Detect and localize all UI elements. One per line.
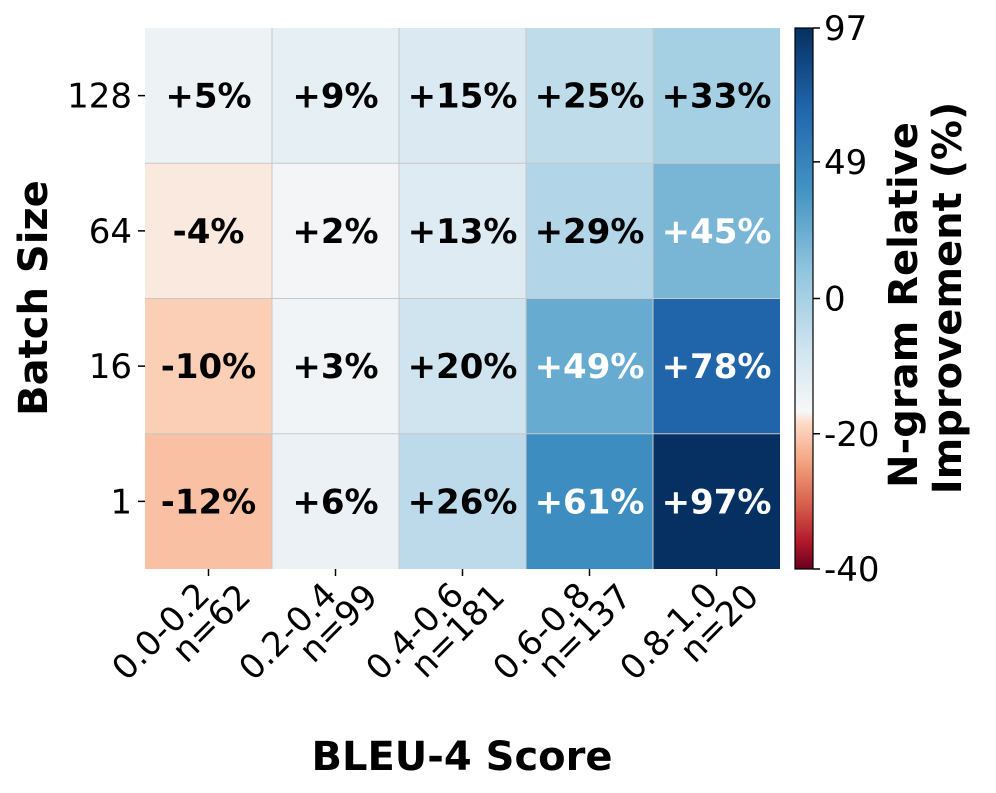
cell-value-label: +78% <box>662 347 772 387</box>
cell-value-label: +20% <box>408 347 518 387</box>
x-tick-label: 0.0-0.2n=62 <box>104 575 258 688</box>
cell-value-label: +6% <box>292 482 378 522</box>
colorbar-tick-label: 49 <box>824 143 867 183</box>
cell-value-label: +49% <box>535 347 645 387</box>
x-axis-title: BLEU-4 Score <box>312 734 613 780</box>
y-tick-label: 1 <box>110 482 132 522</box>
colorbar-tick-label: 97 <box>824 9 867 49</box>
heatmap-cell-1-1 <box>272 433 399 569</box>
y-axis-ticks: 128 64 16 1 <box>67 77 145 522</box>
y-axis-title: Batch Size <box>11 180 57 416</box>
heatmap-cell-16-2 <box>399 298 526 434</box>
heatmap-cell-64-2 <box>399 163 526 299</box>
x-tick-label: 0.6-0.8n=137 <box>485 575 639 688</box>
cell-value-label: -4% <box>173 212 245 252</box>
colorbar-label-line-1: N-gram Relative <box>881 122 927 488</box>
colorbar: 97 49 0 -20 -40 N-gram Relative Improvement … <box>794 9 971 590</box>
x-tick-label: 0.8-1.0n=20 <box>612 575 766 688</box>
heatmap-cell-64-3 <box>526 163 653 299</box>
colorbar-tick-label: 0 <box>824 280 846 320</box>
heatmap-cell-64-0 <box>145 163 272 299</box>
heatmap-cell-1-2 <box>399 433 526 569</box>
y-tick-label: 16 <box>89 347 132 387</box>
colorbar-label: N-gram Relative Improvement (%) <box>881 102 971 495</box>
colorbar-label-line-2: Improvement (%) <box>925 102 971 495</box>
heatmap-cell-128-1 <box>272 28 399 164</box>
x-tick-label: 0.4-0.6n=181 <box>358 575 512 688</box>
heatmap-grid <box>145 28 780 569</box>
cell-value-label: +9% <box>292 77 378 117</box>
cell-value-label: -12% <box>161 482 257 522</box>
heatmap-cell-128-4 <box>653 28 780 164</box>
colorbar-ticks: 97 49 0 -20 -40 <box>813 9 880 590</box>
heatmap-cell-64-4 <box>653 163 780 299</box>
x-tick-label: 0.2-0.4n=99 <box>231 575 385 688</box>
heatmap-cell-128-0 <box>145 28 272 164</box>
cell-value-label: -10% <box>161 347 257 387</box>
colorbar-tick-label: -20 <box>824 415 880 455</box>
heatmap-cell-16-1 <box>272 298 399 434</box>
cell-value-labels: +5% +9% +15% +25% +33% -4% +2% +13% +29% +45% -10%… <box>161 77 772 523</box>
cell-value-label: +25% <box>535 77 645 117</box>
heatmap-cell-1-0 <box>145 433 272 569</box>
heatmap-cells <box>145 28 780 569</box>
heatmap-cell-64-1 <box>272 163 399 299</box>
colorbar-gradient <box>794 27 814 570</box>
cell-value-label: +33% <box>662 77 772 117</box>
heatmap-cell-16-4 <box>653 298 780 434</box>
y-tick-label: 64 <box>89 212 132 252</box>
cell-value-label: +13% <box>408 212 518 252</box>
cell-value-label: +61% <box>535 482 645 522</box>
cell-value-label: +2% <box>292 212 378 252</box>
heatmap-cell-1-3 <box>526 433 653 569</box>
colorbar-tick-label: -40 <box>824 550 880 590</box>
cell-value-label: +5% <box>165 77 251 117</box>
cell-value-label: +45% <box>662 212 772 252</box>
cell-value-label: +29% <box>535 212 645 252</box>
heatmap-cell-128-2 <box>399 28 526 164</box>
y-tick-label: 128 <box>67 77 132 117</box>
cell-value-label: +3% <box>292 347 378 387</box>
cell-value-label: +15% <box>408 77 518 117</box>
heatmap-cell-16-0 <box>145 298 272 434</box>
x-axis-ticks: 0.0-0.2n=620.2-0.4n=990.4-0.6n=1810.6-0.… <box>104 569 767 689</box>
cell-value-label: +97% <box>662 482 772 522</box>
heatmap-cell-128-3 <box>526 28 653 164</box>
heatmap-cell-1-4 <box>653 433 780 569</box>
heatmap-cell-16-3 <box>526 298 653 434</box>
cell-value-label: +26% <box>408 482 518 522</box>
